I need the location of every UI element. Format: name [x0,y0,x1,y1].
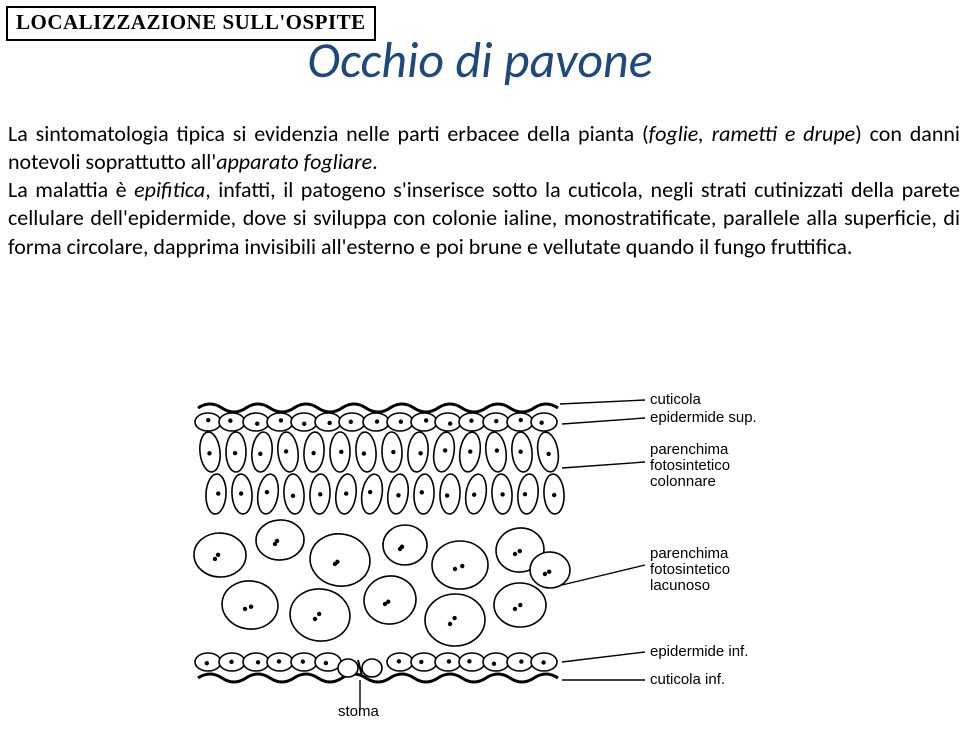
p1d: apparato fogliare [216,148,372,175]
label-parenchima-lacunoso-2: fotosintetico [650,561,730,578]
label-parenchima-lacunoso-3: lacunoso [650,577,710,594]
label-parenchima-colonnare-3: colonnare [650,473,716,490]
label-cuticola: cuticola [650,391,702,408]
p1e: . [372,148,378,175]
p1b: foglie, rametti e drupe [649,120,856,147]
label-cuticola-inf: cuticola inf. [650,671,725,688]
leaf-cross-section-diagram: cuticola epidermide sup. parenchima foto… [190,390,790,720]
label-stoma: stoma [338,703,380,720]
label-parenchima-colonnare-2: fotosintetico [650,457,730,474]
p2b: epifitica [134,176,205,203]
label-parenchima-lacunoso-1: parenchima [650,545,729,562]
p2a: La malattia è [8,176,134,203]
label-parenchima-colonnare-1: parenchima [650,441,729,458]
p1a: La sintomatologia tipica si evidenzia ne… [8,120,649,147]
page-title: Occhio di pavone [0,30,960,91]
body-paragraph: La sintomatologia tipica si evidenzia ne… [8,120,960,261]
label-epidermide-sup: epidermide sup. [650,409,757,426]
label-epidermide-inf: epidermide inf. [650,643,748,660]
